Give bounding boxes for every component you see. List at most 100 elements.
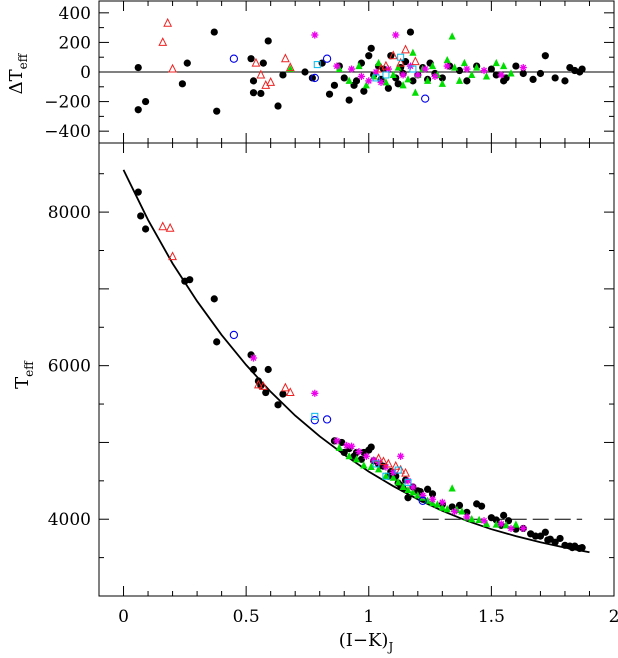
data-point-open-circle bbox=[229, 54, 239, 63]
data-point-open-triangle bbox=[280, 53, 290, 63]
data-point-filled-circle bbox=[367, 443, 375, 451]
data-point-filled-circle bbox=[492, 71, 500, 79]
data-point-filled-triangle bbox=[450, 63, 459, 71]
x-tick-label: 1.5 bbox=[478, 607, 505, 627]
teff-points bbox=[134, 188, 586, 552]
data-point-open-circle bbox=[322, 415, 332, 424]
data-point-filled-circle bbox=[186, 276, 194, 284]
data-point-asterisk bbox=[519, 63, 527, 72]
data-point-open-triangle bbox=[280, 382, 290, 392]
data-point-asterisk bbox=[409, 483, 417, 491]
data-point-open-circle bbox=[229, 330, 239, 340]
data-point-asterisk bbox=[347, 65, 356, 73]
data-point-filled-triangle bbox=[443, 55, 451, 64]
teff-ytick-label: 8000 bbox=[48, 203, 91, 223]
data-point-filled-triangle bbox=[382, 78, 390, 86]
data-point-asterisk bbox=[365, 77, 373, 85]
data-point-filled-circle bbox=[357, 455, 366, 463]
data-point-open-triangle bbox=[256, 69, 266, 79]
data-point-filled-circle bbox=[213, 107, 221, 115]
data-point-asterisk bbox=[519, 524, 527, 533]
data-point-filled-triangle bbox=[367, 462, 375, 471]
data-point-filled-triangle bbox=[404, 485, 412, 494]
data-point-open-square bbox=[382, 71, 390, 79]
data-point-open-square bbox=[372, 74, 380, 82]
data-point-filled-circle bbox=[210, 28, 218, 36]
data-point-asterisk bbox=[463, 513, 471, 521]
data-point-open-triangle bbox=[266, 77, 276, 86]
data-point-filled-triangle bbox=[455, 76, 464, 84]
data-point-filled-circle bbox=[257, 89, 265, 98]
teff-axis-ticks bbox=[99, 143, 615, 597]
data-point-filled-circle bbox=[264, 365, 272, 374]
data-point-filled-triangle bbox=[394, 478, 402, 486]
data-point-filled-circle bbox=[137, 212, 145, 220]
data-point-filled-circle bbox=[360, 87, 368, 95]
data-point-open-triangle bbox=[396, 57, 406, 67]
data-point-filled-circle bbox=[424, 485, 432, 493]
data-point-filled-circle bbox=[428, 490, 437, 498]
data-point-filled-circle bbox=[141, 225, 150, 233]
data-point-filled-circle bbox=[134, 188, 142, 196]
data-point-filled-triangle bbox=[438, 79, 446, 87]
data-point-open-triangle bbox=[253, 379, 263, 389]
data-point-asterisk bbox=[362, 452, 370, 460]
teff-plot-frame bbox=[98, 142, 615, 597]
residual-ylabel: ΔTeff bbox=[6, 52, 30, 94]
data-point-open-circle bbox=[310, 416, 319, 425]
data-point-filled-circle bbox=[141, 97, 150, 106]
data-point-filled-circle bbox=[279, 71, 287, 79]
data-point-asterisk bbox=[399, 71, 407, 79]
data-point-filled-triangle bbox=[507, 69, 515, 77]
data-point-asterisk bbox=[311, 31, 319, 39]
data-point-open-triangle bbox=[391, 460, 401, 470]
data-point-filled-circle bbox=[404, 494, 412, 502]
x-tick-label: 2 bbox=[609, 607, 618, 627]
data-point-asterisk bbox=[343, 441, 351, 450]
data-point-open-triangle bbox=[379, 456, 388, 466]
data-point-filled-circle bbox=[463, 77, 471, 85]
data-point-filled-circle bbox=[556, 534, 564, 543]
data-point-filled-triangle bbox=[512, 520, 520, 528]
fit-curve bbox=[122, 169, 590, 554]
data-point-asterisk bbox=[497, 71, 505, 79]
teff-ylabel: Teff bbox=[12, 360, 36, 389]
data-point-open-square bbox=[397, 53, 405, 61]
data-point-filled-circle bbox=[213, 338, 221, 346]
data-point-asterisk bbox=[450, 507, 459, 516]
data-point-open-triangle bbox=[163, 17, 173, 27]
data-point-open-square bbox=[404, 478, 412, 486]
data-point-filled-circle bbox=[183, 59, 191, 67]
data-point-open-square bbox=[311, 412, 319, 420]
data-point-open-circle bbox=[310, 73, 319, 83]
data-point-asterisk bbox=[389, 468, 397, 476]
x-tick-label: 1 bbox=[363, 607, 374, 627]
teff-tick-labels: 4000 6000 8000 0 0.5 1 1.5 2 bbox=[48, 203, 618, 627]
data-point-filled-circle bbox=[274, 102, 282, 110]
data-point-filled-circle bbox=[367, 44, 375, 52]
data-point-filled-circle bbox=[365, 52, 373, 60]
data-point-filled-circle bbox=[325, 90, 334, 98]
data-point-filled-triangle bbox=[409, 488, 417, 496]
data-point-filled-circle bbox=[409, 77, 417, 85]
data-point-filled-circle bbox=[352, 77, 361, 85]
data-point-filled-triangle bbox=[468, 515, 476, 523]
x-tick-label: 0.5 bbox=[233, 607, 260, 627]
data-point-asterisk bbox=[311, 389, 319, 397]
data-point-asterisk bbox=[421, 65, 429, 73]
data-point-filled-circle bbox=[500, 511, 508, 519]
data-point-asterisk bbox=[377, 78, 385, 86]
data-point-filled-circle bbox=[249, 365, 258, 374]
data-point-filled-circle bbox=[541, 528, 549, 536]
data-point-asterisk bbox=[370, 456, 378, 464]
data-point-open-triangle bbox=[251, 57, 261, 67]
data-point-filled-circle bbox=[529, 75, 537, 83]
data-point-open-triangle bbox=[168, 251, 177, 261]
data-point-filled-triangle bbox=[428, 61, 437, 70]
data-point-asterisk bbox=[443, 62, 451, 70]
data-point-filled-circle bbox=[394, 80, 402, 88]
data-point-filled-triangle bbox=[458, 507, 466, 515]
data-point-filled-circle bbox=[134, 63, 142, 72]
data-point-asterisk bbox=[480, 66, 488, 75]
teff-ytick-label: 4000 bbox=[48, 510, 91, 530]
